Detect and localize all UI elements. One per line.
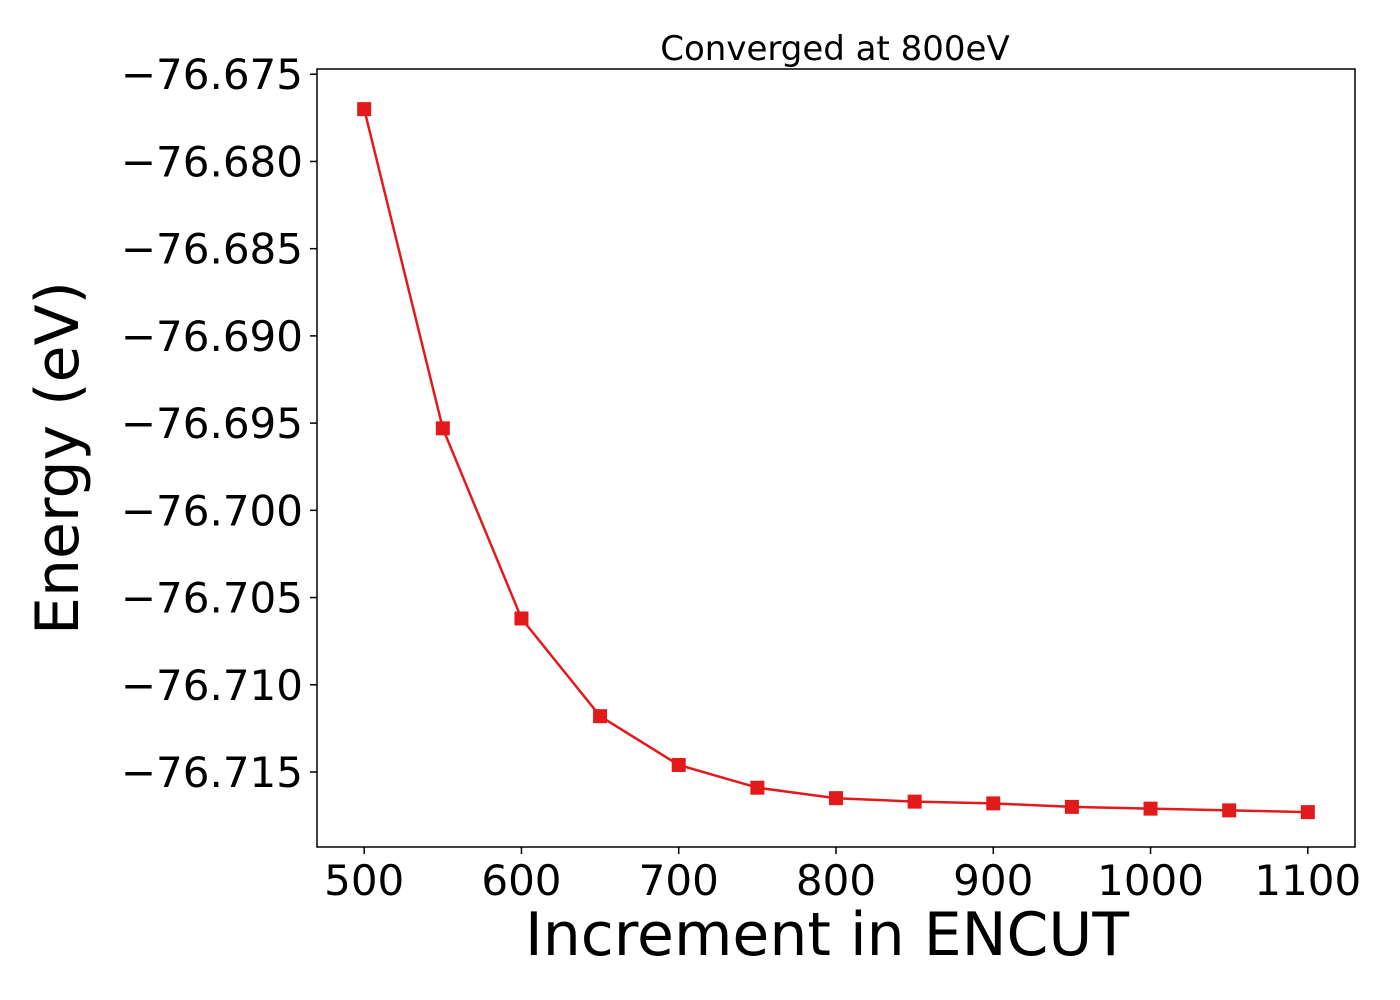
data-point: [829, 791, 843, 806]
y-tick-label: −76.700: [121, 486, 303, 535]
data-point: [671, 758, 686, 773]
data-point: [907, 794, 922, 809]
data-point: [514, 611, 529, 626]
data-point: [357, 102, 372, 117]
x-tick-label: 900: [953, 856, 1033, 905]
x-tick-label: 1000: [1097, 856, 1204, 905]
x-tick-label: 800: [796, 856, 876, 905]
y-tick-label: −76.680: [121, 137, 303, 186]
y-tick-label: −76.685: [121, 225, 303, 274]
x-axis-label: Increment in ENCUT: [525, 900, 1129, 970]
data-point: [1300, 805, 1315, 820]
x-axis: 500 600 700 800 900 1000 1100: [324, 847, 1361, 905]
data-point: [986, 796, 1001, 811]
chart-title: Converged at 800eV: [660, 29, 1009, 69]
y-tick-label: −76.690: [121, 312, 303, 361]
y-axis: −76.675 −76.680 −76.685 −76.690 −76.695 −76.7…: [121, 50, 317, 797]
data-point: [1222, 803, 1237, 818]
x-tick-label: 600: [481, 856, 561, 905]
y-tick-label: −76.710: [121, 661, 303, 710]
data-point: [1143, 801, 1158, 816]
x-tick-label: 1100: [1254, 856, 1361, 905]
x-tick-label: 700: [639, 856, 719, 905]
data-point: [593, 709, 608, 724]
y-tick-label: −76.705: [121, 574, 303, 623]
data-point: [750, 780, 765, 795]
x-tick-label: 500: [324, 856, 404, 905]
plot-area: [357, 102, 1315, 820]
y-tick-label: −76.695: [121, 399, 303, 448]
data-point: [435, 421, 450, 436]
y-tick-label: −76.675: [121, 50, 303, 99]
y-axis-label: Energy (eV): [23, 281, 93, 635]
data-point: [1064, 799, 1079, 814]
y-tick-label: −76.715: [121, 748, 303, 797]
